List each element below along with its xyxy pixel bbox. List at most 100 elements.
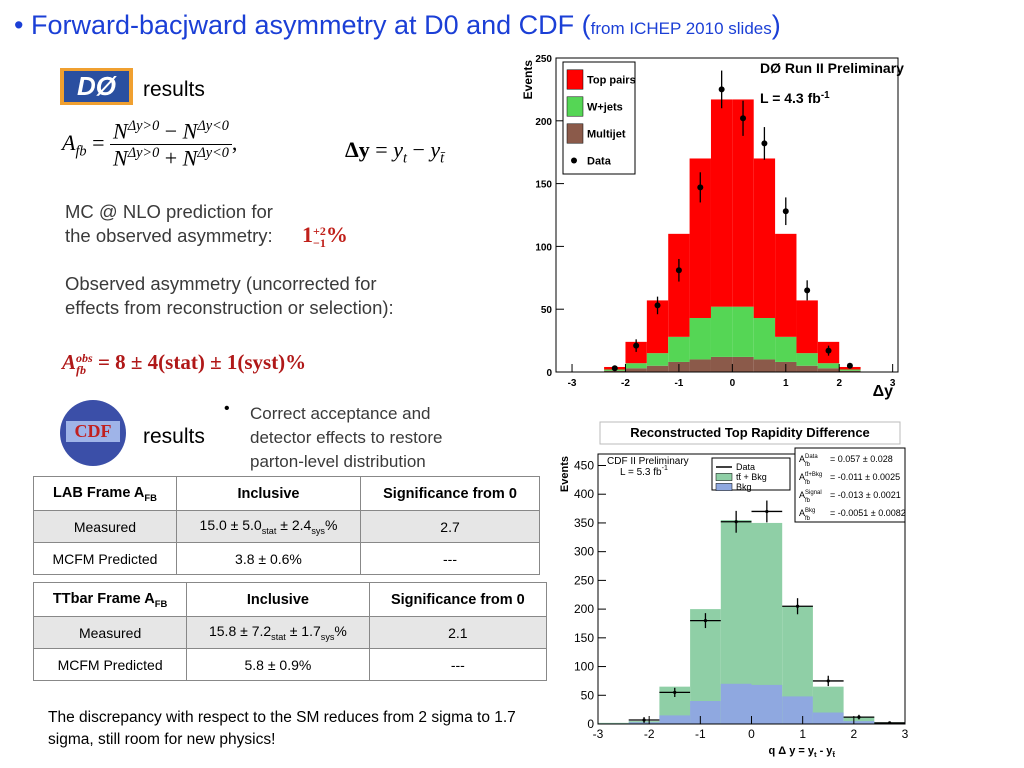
sup: obs (76, 351, 93, 366)
footer-text: The discrepancy with respect to the SM r… (48, 709, 516, 748)
legend-swatch (566, 123, 584, 144)
y: y (430, 137, 441, 162)
table: LAB Frame AFB Inclusive Significance from … (33, 476, 540, 575)
annotation: DØ Run II Preliminary (760, 60, 904, 76)
x-tick-label: -2 (644, 727, 655, 741)
cell-text: MCFM Predicted (52, 550, 158, 567)
bar (625, 368, 647, 372)
bar (796, 365, 818, 372)
sup: Δy<0 (197, 118, 229, 134)
bar (646, 353, 669, 366)
annotation: CDF II Preliminary (607, 456, 689, 467)
numerator: NΔy>0 − NΔy<0 (110, 118, 232, 146)
data-point (765, 509, 769, 514)
cell-text: 5.8 ± 0.9% (244, 656, 312, 673)
legend-swatch (566, 96, 584, 117)
cell-text: ± 1.7 (285, 623, 321, 640)
annotation-text: DØ Run II Preliminary (760, 60, 904, 76)
superscript: -1 (821, 90, 830, 101)
sym: Δy (345, 137, 370, 162)
plot-frame (555, 57, 899, 373)
script: +2 −1 (313, 225, 326, 249)
chart: 0 50 100 150 200 250 -3 -2 -1 0 1 2 3 Top pairs W+jets… (521, 54, 904, 400)
table-row: LAB Frame AFB Inclusive Significance from … (33, 476, 540, 511)
op: − (164, 118, 178, 144)
bar (751, 684, 783, 724)
stat-symbol: A (799, 454, 805, 464)
sub: −1 (313, 235, 326, 250)
subscript: sys (320, 631, 335, 642)
cell-text: 3.8 ± 0.6% (235, 550, 302, 567)
stat-value: = -0.013 ± 0.0021 (830, 490, 901, 500)
title-source: from ICHEP 2010 slides (590, 19, 772, 38)
legend-label: Multijet (587, 128, 626, 140)
table-cell: --- (360, 542, 540, 575)
sub: t̄ (440, 150, 445, 167)
bar (817, 368, 840, 372)
sub: fb (75, 143, 87, 160)
bar (843, 717, 875, 724)
bar (753, 359, 776, 372)
legend-swatch (715, 473, 733, 481)
table-cell: MCFM Predicted (32, 648, 188, 681)
x-tick-label: -2 (621, 378, 630, 389)
eq: = (92, 129, 105, 155)
bar (689, 317, 711, 360)
y-tick-label: 400 (574, 487, 594, 501)
annotation: L = 4.3 fb-1 (760, 90, 830, 106)
bar (753, 317, 776, 360)
table-row: Measured 15.8 ± 7.2stat ± 1.7sys% 2.1 (32, 616, 548, 649)
x-axis-label: Δy (873, 383, 894, 400)
table-cell: Inclusive (186, 582, 370, 617)
data-point (825, 347, 832, 354)
n: N (182, 145, 198, 171)
legend-swatch (715, 483, 733, 491)
cell-text: % (334, 623, 347, 640)
slide-title: • Forward-bacjward asymmetry at D0 and C… (14, 10, 781, 41)
cell-text: ± 2.4 (276, 517, 312, 534)
title-close: ) (771, 10, 781, 40)
title-box (599, 421, 901, 445)
dy-formula: Δy = yt − yt̄ (345, 137, 444, 167)
n: N (113, 118, 128, 144)
data-point (675, 267, 682, 274)
table-cell: 2.1 (368, 616, 548, 649)
stat-line: ASignal fb = -0.013 ± 0.0021 (799, 490, 901, 504)
denominator: NΔy>0 + NΔy<0 (110, 145, 232, 171)
legend-label: Data (736, 462, 755, 472)
sym: A (62, 350, 77, 374)
stat-sub: fb (805, 480, 811, 486)
data-point (804, 287, 811, 294)
subscript: stat (271, 631, 286, 642)
bar (732, 356, 754, 372)
cell-text: Significance from 0 (390, 591, 525, 608)
stat-sup: Signal (805, 490, 822, 496)
table-cell: TTbar Frame AFB (32, 582, 188, 617)
data-point (846, 362, 853, 369)
data-point (673, 690, 677, 695)
y-tick-label: 300 (574, 545, 594, 559)
stat-symbol: A (799, 490, 805, 500)
x-axis-label: q Δ y = yt - yt̄ (768, 745, 835, 759)
stat-sup: Bkg (805, 508, 815, 514)
legend-label: W+jets (587, 101, 623, 113)
bar (689, 359, 711, 372)
table-row: MCFM Predicted 3.8 ± 0.6% --- (33, 542, 540, 575)
x-axis-label-text: q Δ y = y (768, 745, 814, 757)
base: 1 (302, 222, 313, 247)
x-axis-label-sub: t (814, 750, 817, 759)
y-tick-label: 150 (535, 180, 552, 191)
bar (732, 99, 754, 307)
stat-sub: fb (805, 462, 811, 468)
table-cell: 2.7 (360, 510, 540, 543)
table-cell: Significance from 0 (360, 476, 540, 511)
x-tick-label: -1 (674, 378, 683, 389)
fraction: NΔy>0 − NΔy<0 NΔy>0 + NΔy<0 (110, 118, 232, 172)
bar (625, 363, 647, 369)
afb-formula: Afb = NΔy>0 − NΔy<0 NΔy>0 + NΔy<0 , (62, 118, 237, 172)
cell-text: Measured (78, 624, 142, 641)
d0-logo-text: DØ (64, 71, 129, 102)
x-tick-label: 3 (902, 727, 909, 741)
y-tick-label: 100 (535, 242, 552, 253)
